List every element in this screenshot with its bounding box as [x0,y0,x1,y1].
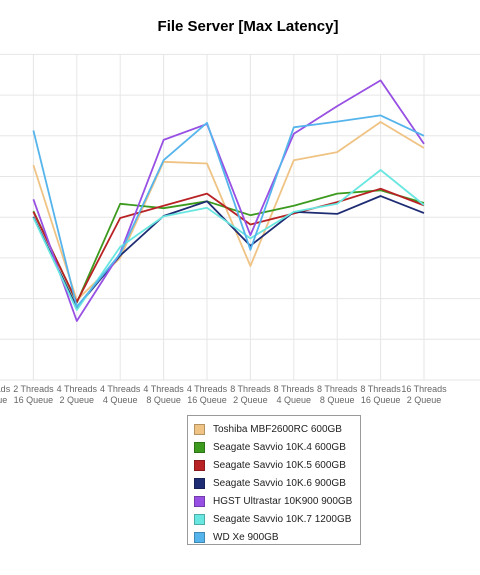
x-tick-label: 2 Threads 16 Queue [13,384,54,405]
legend-swatch [194,459,205,471]
x-tick-label: 8 Threads 4 Queue [274,384,315,405]
legend-label: HGST Ultrastar 10K900 900GB [213,495,353,507]
x-tick-label: 8 Threads 16 Queue [360,384,401,405]
series-lines [32,79,425,322]
legend-swatch [194,513,205,525]
legend-label: Seagate Savvio 10K.6 900GB [213,477,346,489]
x-tick-label: 4 Threads 2 Queue [57,384,98,405]
legend-label: Toshiba MBF2600RC 600GB [213,423,342,435]
legend-item: Seagate Savvio 10K.6 900GB [194,474,360,492]
chart-title: File Server [Max Latency] [157,18,339,35]
x-tick-label: 4 Threads 8 Queue [143,384,184,405]
legend-item: Seagate Savvio 10K.7 1200GB [194,510,360,528]
series-line-3 [32,187,425,303]
series-line-7 [32,114,425,308]
x-tick-label: 4 Threads 16 Queue [187,384,228,405]
legend-swatch [194,423,205,435]
legend-item: Seagate Savvio 10K.4 600GB [194,438,360,456]
legend-label: WD Xe 900GB [213,531,279,543]
series-line-6 [32,169,425,311]
x-tick-label: 8 Threads 8 Queue [317,384,358,405]
legend-label: Seagate Savvio 10K.7 1200GB [213,513,352,525]
legend-label: Seagate Savvio 10K.5 600GB [213,459,346,471]
x-tick-label: 8 Threads 2 Queue [230,384,271,405]
legend-item: WD Xe 900GB [194,528,360,546]
legend-item: Seagate Savvio 10K.5 600GB [194,456,360,474]
series-line-5 [32,79,425,322]
legend-swatch [194,495,205,507]
legend-swatch [194,441,205,453]
legend-swatch [194,477,205,489]
x-tick-label: 4 Threads 4 Queue [100,384,141,405]
legend: Toshiba MBF2600RC 600GB Seagate Savvio 10… [187,415,361,545]
legend-label: Seagate Savvio 10K.4 600GB [213,441,346,453]
legend-item: HGST Ultrastar 10K900 900GB [194,492,360,510]
x-tick-label: 16 Threads 2 Queue [401,384,447,405]
legend-item: Toshiba MBF2600RC 600GB [194,420,360,438]
legend-swatch [194,531,205,543]
